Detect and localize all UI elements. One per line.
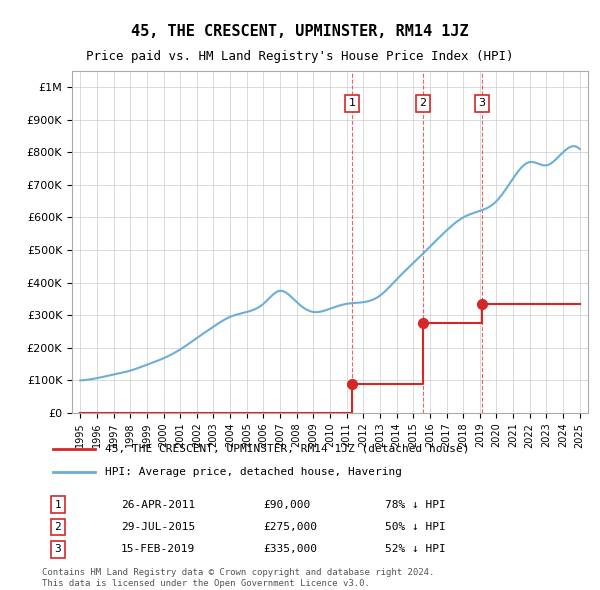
Text: 26-APR-2011: 26-APR-2011 bbox=[121, 500, 196, 510]
Text: £90,000: £90,000 bbox=[264, 500, 311, 510]
Text: 15-FEB-2019: 15-FEB-2019 bbox=[121, 545, 196, 555]
Text: Price paid vs. HM Land Registry's House Price Index (HPI): Price paid vs. HM Land Registry's House … bbox=[86, 50, 514, 63]
Text: 2: 2 bbox=[419, 99, 426, 109]
Text: 29-JUL-2015: 29-JUL-2015 bbox=[121, 522, 196, 532]
Text: 2: 2 bbox=[55, 522, 61, 532]
Text: This data is licensed under the Open Government Licence v3.0.: This data is licensed under the Open Gov… bbox=[42, 579, 370, 588]
Text: 50% ↓ HPI: 50% ↓ HPI bbox=[385, 522, 446, 532]
Text: 1: 1 bbox=[349, 99, 355, 109]
Text: 3: 3 bbox=[55, 545, 61, 555]
Text: 45, THE CRESCENT, UPMINSTER, RM14 1JZ (detached house): 45, THE CRESCENT, UPMINSTER, RM14 1JZ (d… bbox=[106, 444, 470, 454]
Text: 78% ↓ HPI: 78% ↓ HPI bbox=[385, 500, 446, 510]
Text: 45, THE CRESCENT, UPMINSTER, RM14 1JZ: 45, THE CRESCENT, UPMINSTER, RM14 1JZ bbox=[131, 24, 469, 38]
Text: £275,000: £275,000 bbox=[264, 522, 318, 532]
Text: HPI: Average price, detached house, Havering: HPI: Average price, detached house, Have… bbox=[106, 467, 403, 477]
Text: 52% ↓ HPI: 52% ↓ HPI bbox=[385, 545, 446, 555]
Text: 3: 3 bbox=[478, 99, 485, 109]
Text: Contains HM Land Registry data © Crown copyright and database right 2024.: Contains HM Land Registry data © Crown c… bbox=[42, 568, 434, 576]
Text: 1: 1 bbox=[55, 500, 61, 510]
Text: £335,000: £335,000 bbox=[264, 545, 318, 555]
